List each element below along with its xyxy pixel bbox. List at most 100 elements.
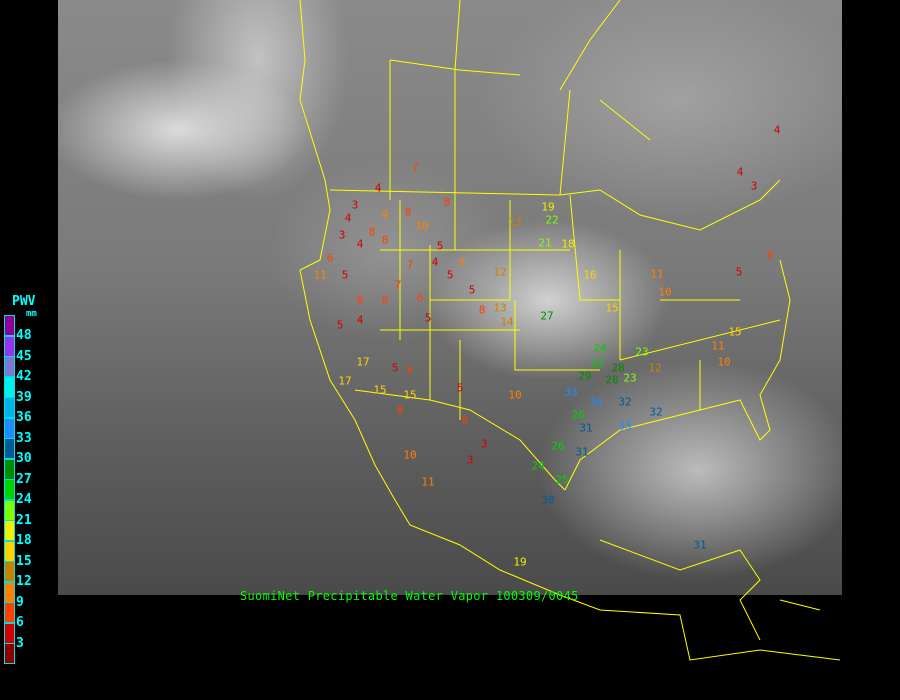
station-pwv-value: 11 xyxy=(421,475,435,489)
station-pwv-value: 28 xyxy=(605,373,619,387)
station-pwv-value: 4 xyxy=(374,181,382,195)
station-pwv-value: 8 xyxy=(443,195,451,209)
legend-swatch xyxy=(4,417,15,439)
station-pwv-value: 3 xyxy=(750,179,758,193)
map-caption: SuomiNet Precipitable Water Vapor 100309… xyxy=(240,589,579,603)
station-pwv-value: 15 xyxy=(403,388,417,402)
legend-label: 6 xyxy=(16,615,24,630)
station-pwv-value: 26 xyxy=(551,439,565,453)
legend-swatch xyxy=(4,643,15,664)
station-pwv-value: 4 xyxy=(356,313,364,327)
legend-label: 18 xyxy=(16,533,32,548)
station-pwv-value: 8 xyxy=(381,293,389,307)
station-pwv-value: 8 xyxy=(478,303,486,317)
station-pwv-value: 15 xyxy=(605,301,619,315)
station-pwv-value: 11 xyxy=(711,339,725,353)
legend-swatch xyxy=(4,335,15,357)
station-pwv-value: 5 xyxy=(456,381,464,395)
station-pwv-value: 29 xyxy=(578,369,592,383)
station-pwv-value: 32 xyxy=(618,395,632,409)
station-pwv-value: 34 xyxy=(589,395,603,409)
legend-swatch xyxy=(4,520,15,541)
station-pwv-value: 24 xyxy=(531,459,545,473)
station-pwv-value: 14 xyxy=(500,315,514,329)
station-pwv-value: 26 xyxy=(571,408,585,422)
station-pwv-value: 15 xyxy=(373,383,387,397)
legend-label: 27 xyxy=(16,471,32,487)
station-pwv-value: 16 xyxy=(583,268,597,282)
station-pwv-value: 32 xyxy=(649,405,663,419)
station-pwv-value: 9 xyxy=(381,208,389,222)
legend-label: 3 xyxy=(16,635,24,651)
legend-label: 42 xyxy=(16,369,32,384)
station-pwv-value: 31 xyxy=(579,421,593,435)
station-pwv-value: 18 xyxy=(561,237,575,251)
station-pwv-value: 7 xyxy=(394,278,402,292)
legend-label: 24 xyxy=(16,492,32,507)
station-pwv-value: 30 xyxy=(541,493,555,507)
legend-swatch xyxy=(4,561,15,582)
legend-label: 48 xyxy=(16,328,32,343)
station-pwv-value: 19 xyxy=(513,555,527,569)
station-pwv-value: 19 xyxy=(541,200,555,214)
station-pwv-value: 8 xyxy=(396,403,404,417)
station-pwv-value: 28 xyxy=(611,361,625,375)
station-pwv-value: 5 xyxy=(436,239,444,253)
legend-label: 12 xyxy=(16,574,32,589)
station-pwv-value: 6 xyxy=(416,291,424,305)
station-pwv-value: 4 xyxy=(356,237,364,251)
station-pwv-value: 3 xyxy=(351,198,359,212)
station-pwv-value: 25 xyxy=(590,357,604,371)
legend-title: PWV xyxy=(12,294,36,309)
station-pwv-value: 10 xyxy=(508,388,522,402)
legend-label: 39 xyxy=(16,389,32,405)
station-pwv-value: 4 xyxy=(431,255,439,269)
legend-label: 15 xyxy=(16,553,32,569)
station-pwv-value: 4 xyxy=(736,165,744,179)
legend-swatch xyxy=(4,376,15,398)
legend-label: 45 xyxy=(16,348,32,364)
legend-swatch xyxy=(4,479,15,500)
station-pwv-value: 27 xyxy=(540,309,554,323)
legend-swatch xyxy=(4,581,15,603)
station-pwv-value: 3 xyxy=(466,453,474,467)
station-pwv-value: 24 xyxy=(593,341,607,355)
legend-label: 33 xyxy=(16,430,32,446)
station-pwv-value: 12 xyxy=(493,265,507,279)
station-pwv-value: 23 xyxy=(623,371,637,385)
station-pwv-value: 4 xyxy=(344,211,352,225)
us-mexico-border xyxy=(354,389,566,491)
station-pwv-value: 13 xyxy=(493,301,507,315)
station-pwv-value: 23 xyxy=(635,345,649,359)
legend-unit: mm xyxy=(26,309,37,319)
station-pwv-value: 10 xyxy=(415,219,429,233)
station-pwv-value: 3 xyxy=(480,437,488,451)
station-pwv-value: 5 xyxy=(424,311,432,325)
satellite-map xyxy=(58,0,842,595)
legend-swatch xyxy=(4,438,15,459)
station-pwv-value: 8 xyxy=(356,293,364,307)
station-pwv-value: 8 xyxy=(461,413,469,427)
station-pwv-value: 10 xyxy=(403,448,417,462)
station-pwv-value: 8 xyxy=(368,225,376,239)
station-pwv-value: 5 xyxy=(336,318,344,332)
station-pwv-value: 3 xyxy=(338,228,346,242)
station-pwv-value: 13 xyxy=(508,215,522,229)
legend-swatch xyxy=(4,356,15,377)
station-pwv-value: 21 xyxy=(538,236,552,250)
station-pwv-value: 17 xyxy=(356,355,370,369)
station-pwv-value: 8 xyxy=(404,205,412,219)
legend-label: 9 xyxy=(16,594,24,610)
legend-swatch xyxy=(4,602,15,623)
station-pwv-value: 5 xyxy=(446,268,454,282)
state-lines xyxy=(380,60,781,420)
station-pwv-value: 31 xyxy=(575,445,589,459)
legend-label: 36 xyxy=(16,410,32,425)
station-pwv-value: 31 xyxy=(693,538,707,552)
legend-swatch xyxy=(4,622,15,644)
station-pwv-value: 10 xyxy=(658,285,672,299)
station-pwv-value: 5 xyxy=(341,268,349,282)
station-pwv-value: 17 xyxy=(338,374,352,388)
station-pwv-value: 33 xyxy=(618,419,632,433)
